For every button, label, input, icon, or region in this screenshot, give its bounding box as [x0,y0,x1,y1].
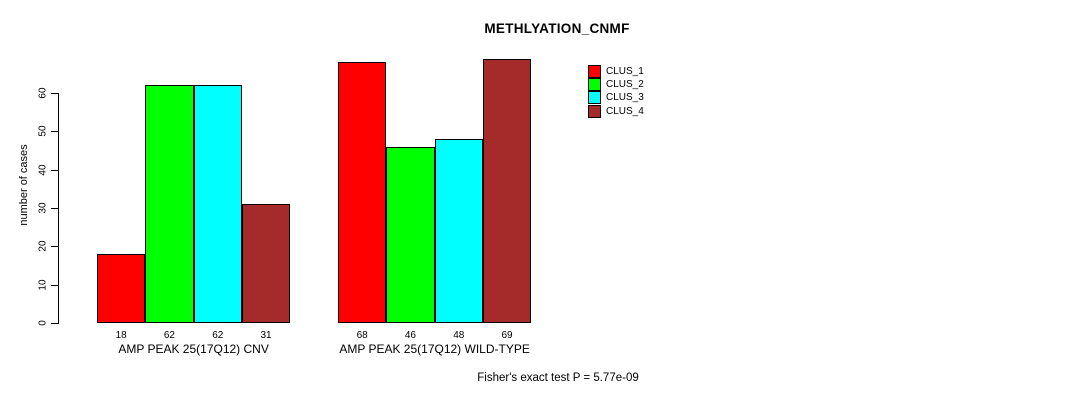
legend-swatch [588,65,601,78]
bar-clus_3-group1 [193,85,242,323]
bar-clus_1-group1 [97,254,146,323]
bar-clus_2-group2 [386,146,435,323]
chart-title: METHLYATION_CNMF [484,21,630,36]
bar-clus_4-group1 [241,204,291,323]
y-axis-tick-label: 30 [37,202,49,214]
y-axis-tick-label: 20 [37,240,49,252]
bar-clus_3-group2 [434,139,483,323]
y-axis-tick [51,131,58,133]
x-group-label: AMP PEAK 25(17Q12) WILD-TYPE [339,342,530,356]
legend-label: CLUS_2 [606,79,644,91]
bar-clus_4-group2 [482,58,532,323]
legend-label: CLUS_4 [606,105,644,117]
bar-value-label: 46 [404,330,416,341]
y-axis-tick [51,323,58,324]
legend-label: CLUS_1 [606,66,644,77]
y-axis-tick [51,208,58,209]
y-axis-tick-label: 40 [37,164,49,176]
bar-value-label: 48 [453,330,465,341]
legend-item-clus_1: CLUS_1 [588,65,644,78]
y-axis-tick-label: 10 [37,279,49,291]
y-axis-tick-label: 50 [37,125,49,137]
legend-item-clus_4: CLUS_4 [588,104,644,118]
y-axis-tick [51,246,58,248]
bar-clus_1-group2 [338,62,387,323]
legend-item-clus_2: CLUS_2 [588,78,644,92]
y-axis-line [58,93,59,324]
bar-value-label: 69 [501,330,513,341]
legend-swatch [588,91,601,105]
stat-test-annotation: Fisher's exact test P = 5.77e-09 [477,372,639,384]
y-axis-tick [51,284,58,286]
bar-value-label: 18 [115,330,127,341]
bar-clus_2-group1 [145,85,194,323]
y-axis-tick [51,169,58,171]
bar-value-label: 31 [260,330,272,341]
y-axis-label: number of cases [18,144,30,226]
legend-swatch [588,104,601,118]
y-axis-tick [51,93,58,94]
bar-value-label: 68 [356,330,368,341]
x-group-label: AMP PEAK 25(17Q12) CNV [118,342,269,356]
legend-swatch [588,78,601,92]
y-axis-tick-label: 60 [37,87,49,99]
bar-value-label: 62 [212,330,224,341]
y-axis-tick-label: 0 [37,320,49,326]
legend-item-clus_3: CLUS_3 [588,91,644,105]
bar-value-label: 62 [163,330,175,341]
legend-label: CLUS_3 [606,92,644,104]
